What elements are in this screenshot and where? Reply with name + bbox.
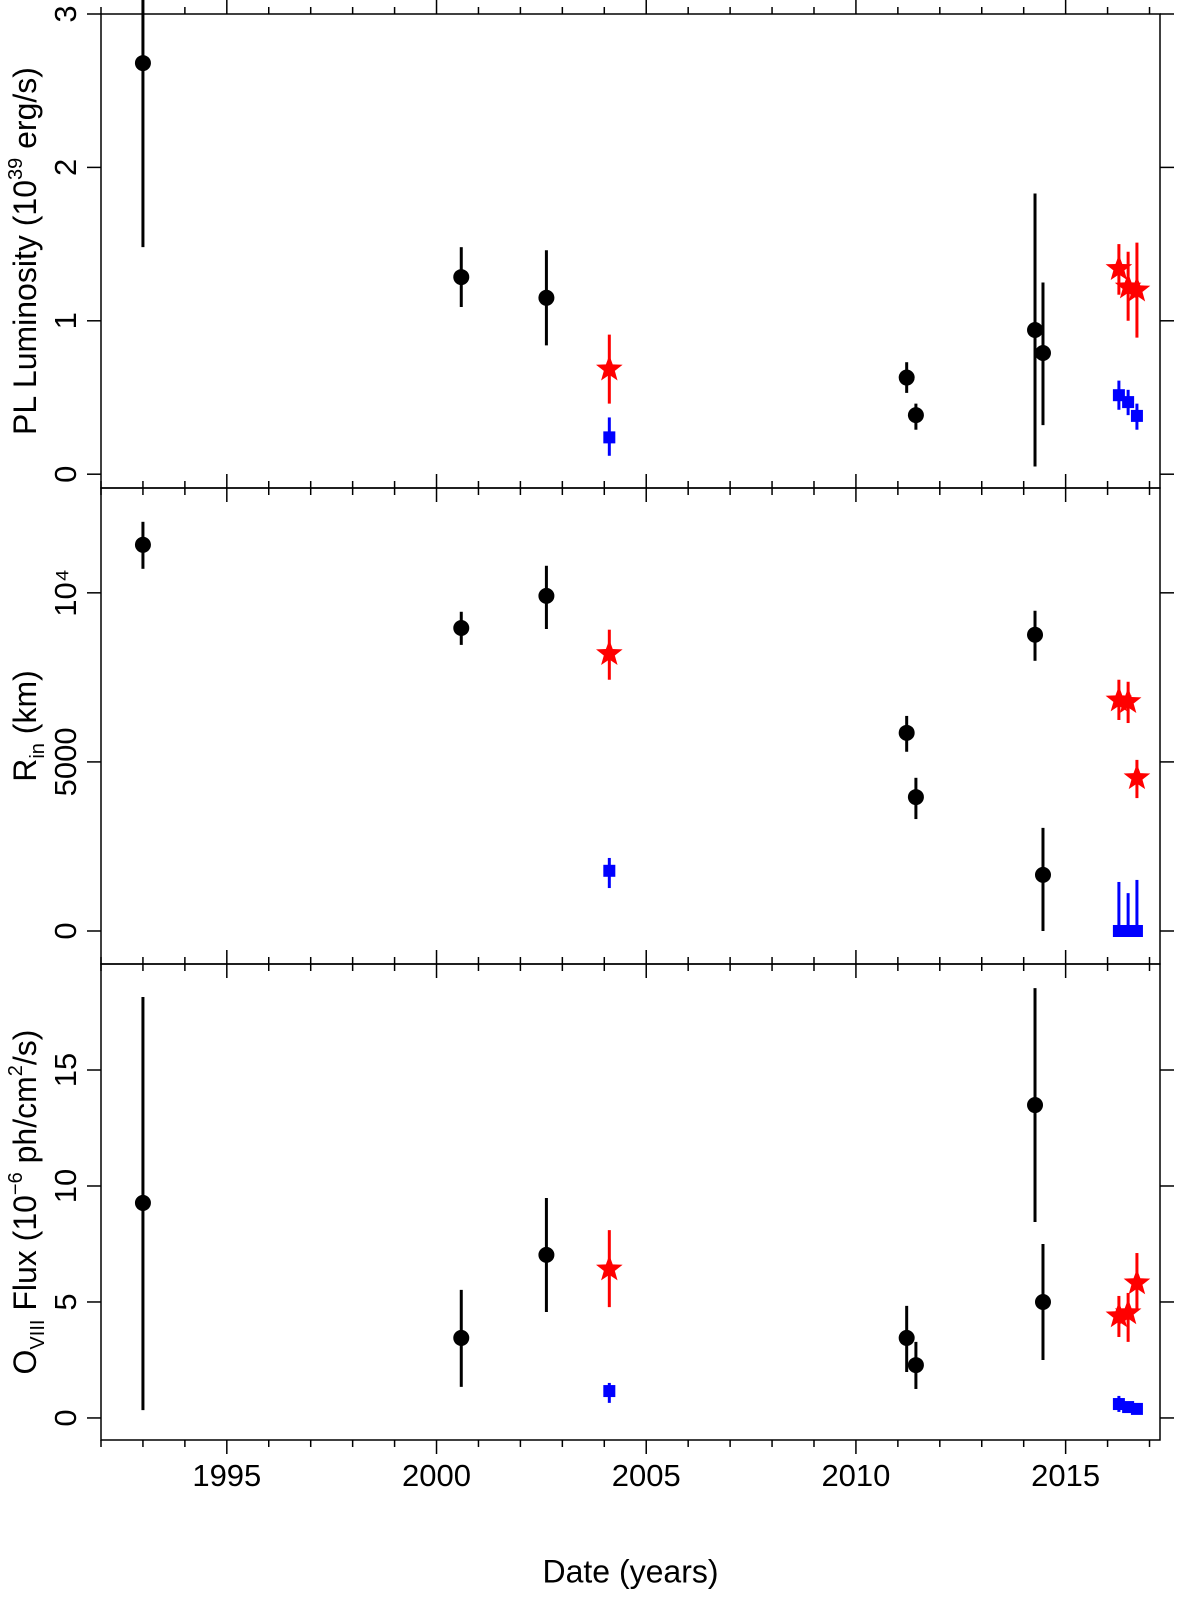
y-axis-label: Rin (km) — [7, 670, 49, 782]
y-axis-label-part: /s) — [7, 1030, 43, 1066]
point — [1105, 254, 1133, 280]
x-tick-label: 2010 — [821, 1458, 890, 1493]
y-tick-label: 5 — [48, 1293, 83, 1310]
point — [538, 587, 555, 604]
point — [1130, 409, 1143, 422]
point — [1112, 1398, 1125, 1411]
point — [603, 864, 616, 877]
x-tick-label: 2000 — [402, 1458, 471, 1493]
y-axis-label-part: erg/s) — [7, 67, 43, 158]
y-axis-label-part: VIII — [27, 1320, 49, 1350]
point — [898, 724, 915, 741]
point — [1112, 924, 1125, 937]
point — [538, 289, 555, 306]
point — [1112, 389, 1125, 402]
point — [1123, 276, 1151, 302]
point — [453, 269, 470, 286]
y-axis-label-part: 2 — [5, 1065, 27, 1076]
point — [596, 639, 623, 666]
y-tick-label: 2 — [48, 159, 83, 176]
point — [1034, 866, 1051, 883]
point — [134, 536, 151, 553]
point — [1122, 396, 1135, 409]
point — [1034, 1293, 1051, 1310]
point — [1114, 687, 1142, 714]
point — [898, 369, 915, 386]
point — [1123, 1268, 1151, 1295]
y-tick-label: 10 — [48, 1169, 83, 1203]
point — [907, 1357, 924, 1374]
point — [1034, 345, 1051, 362]
point — [907, 789, 924, 806]
point — [596, 1255, 623, 1281]
plot-frame — [100, 487, 1161, 965]
y-tick-label: 0 — [48, 466, 83, 483]
y-tick-label: 5000 — [48, 727, 83, 796]
y-axis-label: OVIII Flux (10−6 ph/cm2/s) — [5, 1030, 49, 1375]
point — [603, 431, 616, 444]
y-axis-label-part: R — [7, 759, 43, 782]
y-axis-label-part: ph/cm — [7, 1076, 43, 1172]
plot-frame — [100, 13, 1161, 489]
point — [907, 407, 924, 424]
point — [453, 620, 470, 636]
y-tick-label: 1 — [48, 312, 83, 329]
y-tick-label: 15 — [48, 1053, 83, 1087]
y-tick-label: 10⁴ — [48, 569, 83, 617]
y-axis-label-part: O — [7, 1350, 43, 1375]
point — [1027, 626, 1044, 643]
x-tick-label: 2005 — [612, 1458, 681, 1493]
point — [1130, 924, 1143, 937]
point — [1105, 1301, 1133, 1328]
y-axis-label-part: 39 — [5, 158, 27, 180]
point — [134, 1194, 151, 1211]
point — [1027, 322, 1044, 338]
x-tick-label: 1995 — [192, 1458, 261, 1493]
y-axis-label-part: −6 — [5, 1172, 27, 1195]
x-axis-label: Date (years) — [542, 1553, 718, 1589]
y-axis-label-part: in — [27, 743, 49, 759]
y-axis-label: PL Luminosity (1039 erg/s) — [5, 67, 43, 435]
point — [898, 1329, 915, 1346]
point — [1114, 1298, 1142, 1325]
x-tick-label: 2015 — [1031, 1458, 1100, 1493]
y-axis-label-part: (km) — [7, 670, 43, 743]
y-tick-label: 3 — [48, 5, 83, 22]
point — [538, 1246, 555, 1263]
y-tick-label: 0 — [48, 922, 83, 939]
point — [1123, 763, 1151, 790]
plot-frame — [100, 963, 1161, 1441]
point — [1130, 1402, 1143, 1415]
point — [453, 1329, 470, 1346]
y-axis-label-part: PL Luminosity (10 — [7, 180, 43, 435]
y-tick-label: 0 — [48, 1409, 83, 1426]
point — [1027, 1097, 1044, 1114]
point — [596, 355, 623, 381]
point — [603, 1385, 616, 1398]
point — [134, 55, 151, 72]
y-axis-label-part: Flux (10 — [7, 1195, 43, 1319]
